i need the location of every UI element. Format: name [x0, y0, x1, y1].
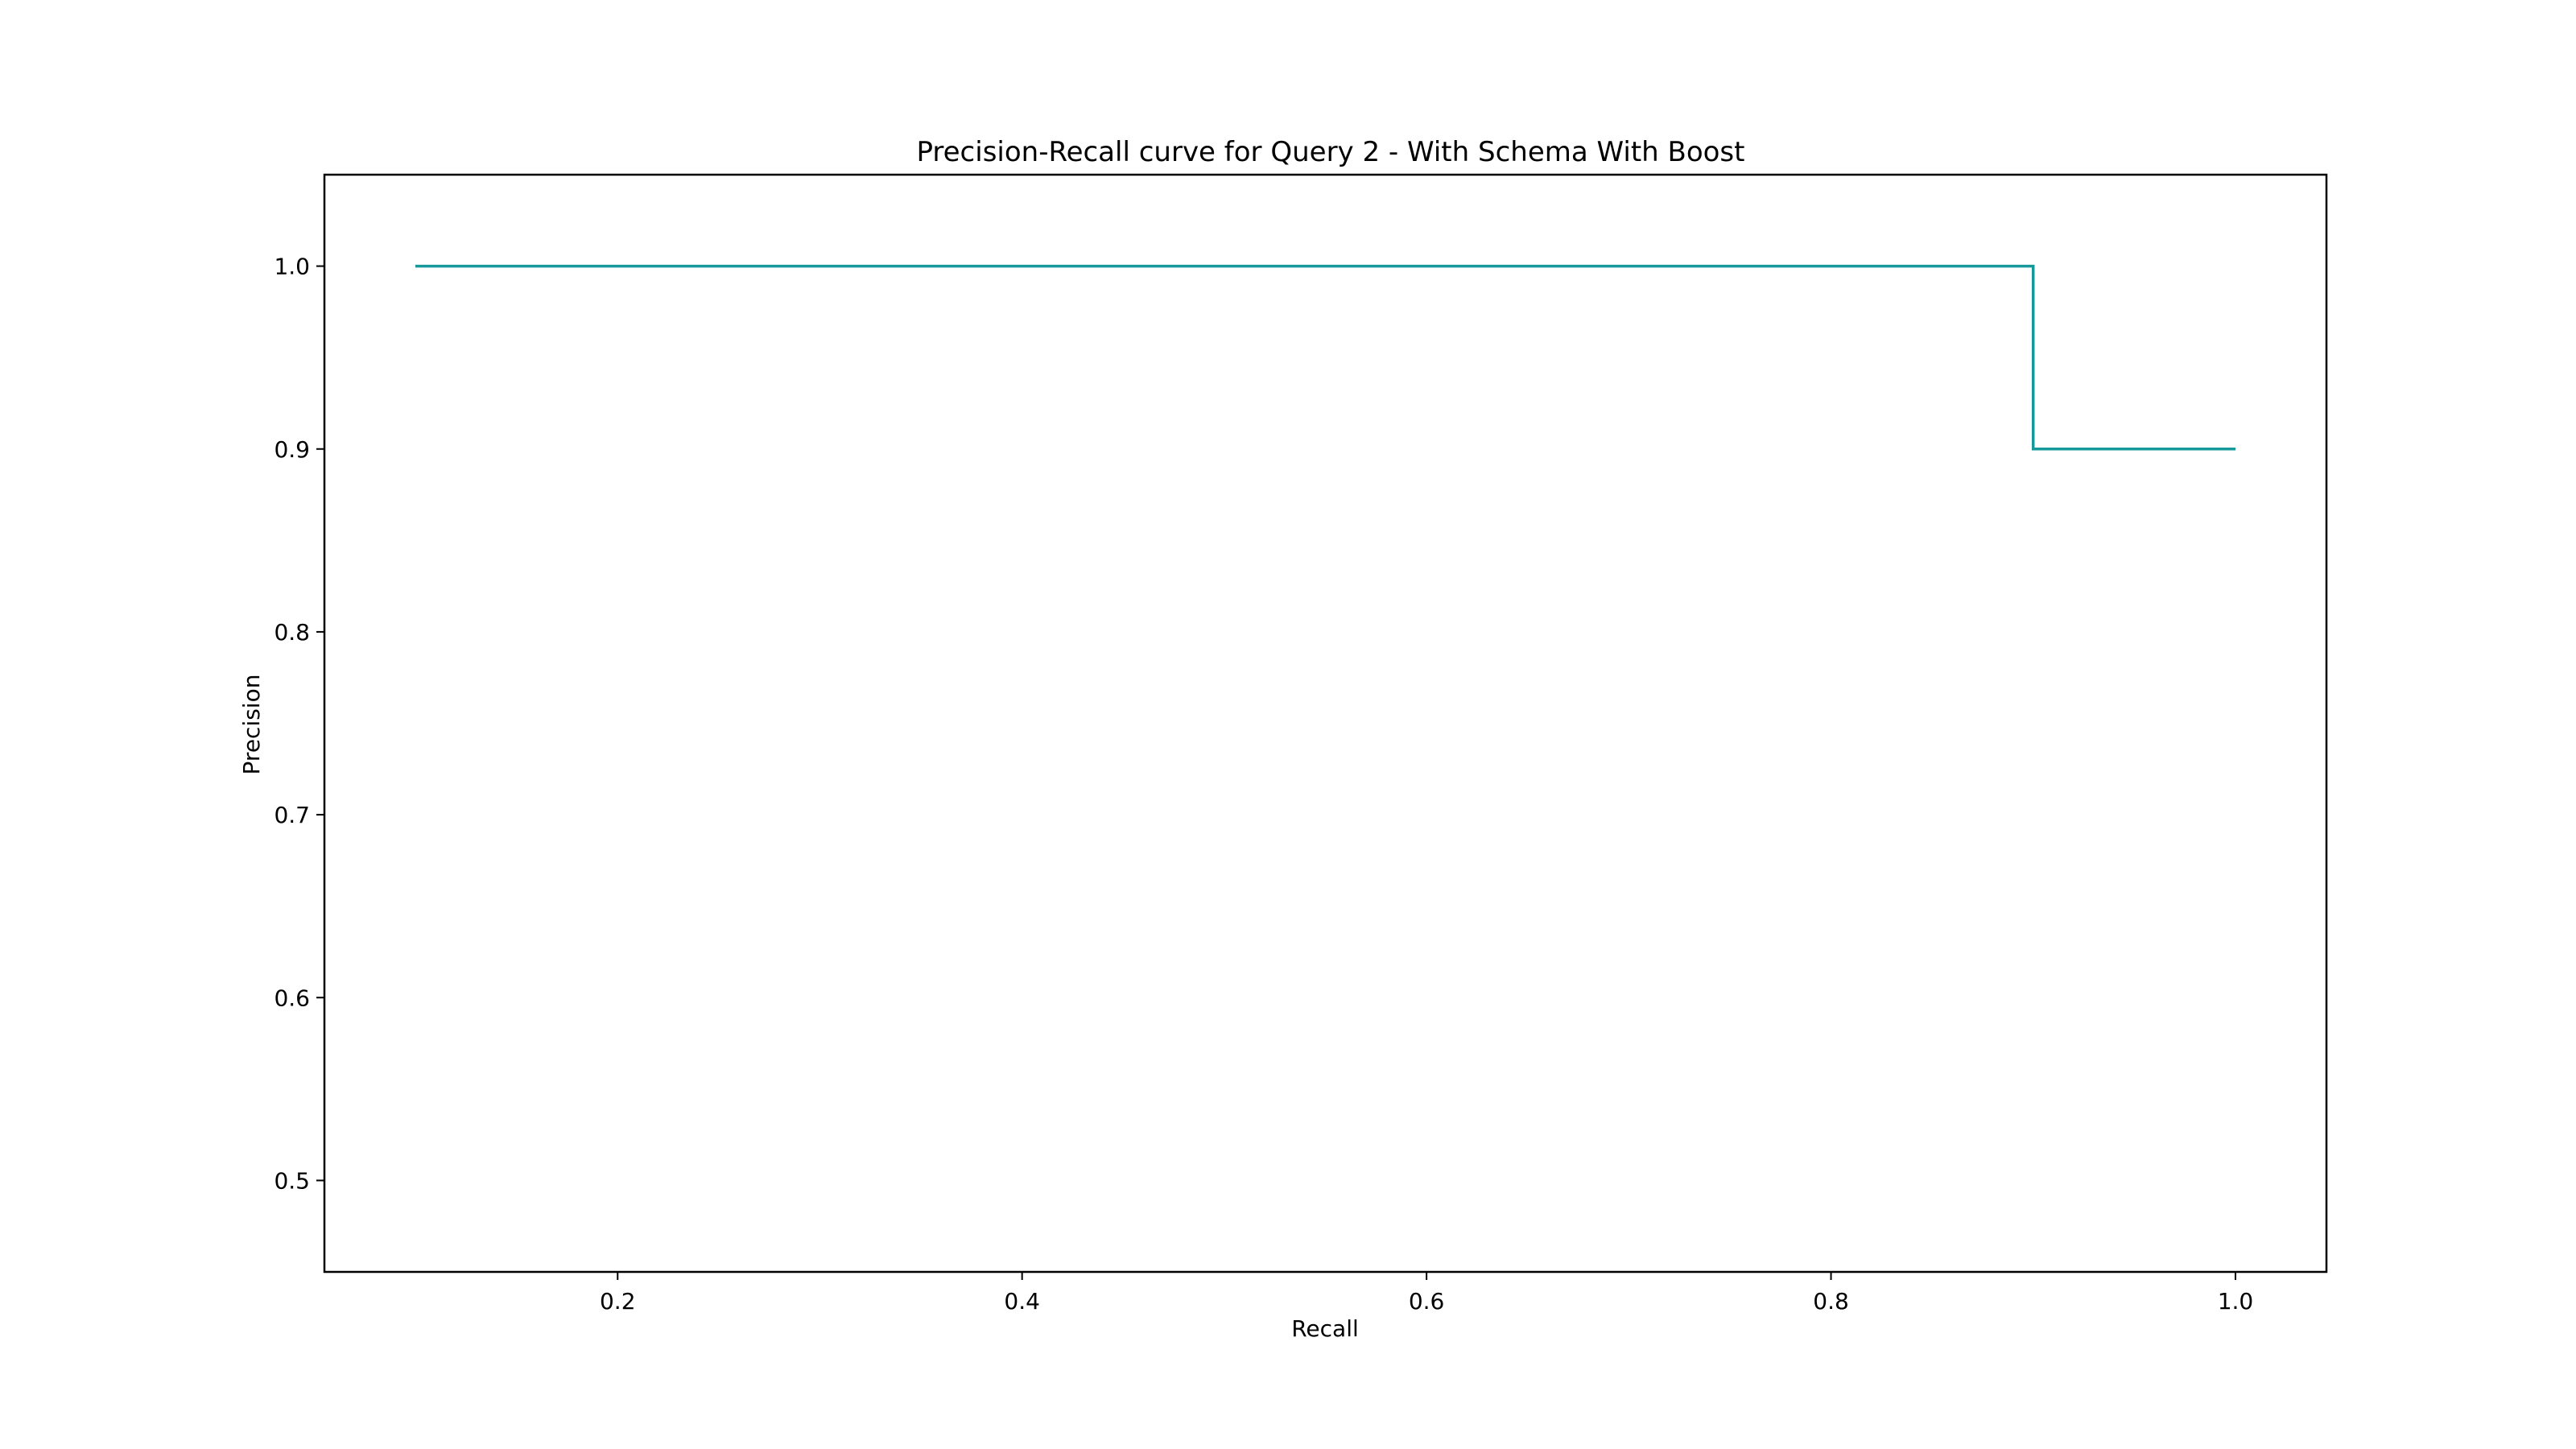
x-tick-label: 0.6 [1409, 1288, 1445, 1315]
y-tick-label: 0.5 [274, 1167, 310, 1194]
chart-title: Precision-Recall curve for Query 2 - Wit… [917, 136, 1745, 168]
x-tick-label: 0.4 [1004, 1288, 1040, 1315]
y-tick-label: 0.9 [274, 436, 310, 463]
y-axis-title: Precision [238, 675, 265, 775]
x-axis-title: Recall [1291, 1315, 1359, 1342]
y-tick-label: 0.6 [274, 985, 310, 1011]
y-tick-label: 0.7 [274, 802, 310, 828]
x-tick-label: 0.2 [600, 1288, 636, 1315]
y-tick-label: 1.0 [274, 254, 310, 280]
x-tick-label: 0.8 [1813, 1288, 1849, 1315]
y-tick-label: 0.8 [274, 619, 310, 646]
x-tick-label: 1.0 [2218, 1288, 2254, 1315]
